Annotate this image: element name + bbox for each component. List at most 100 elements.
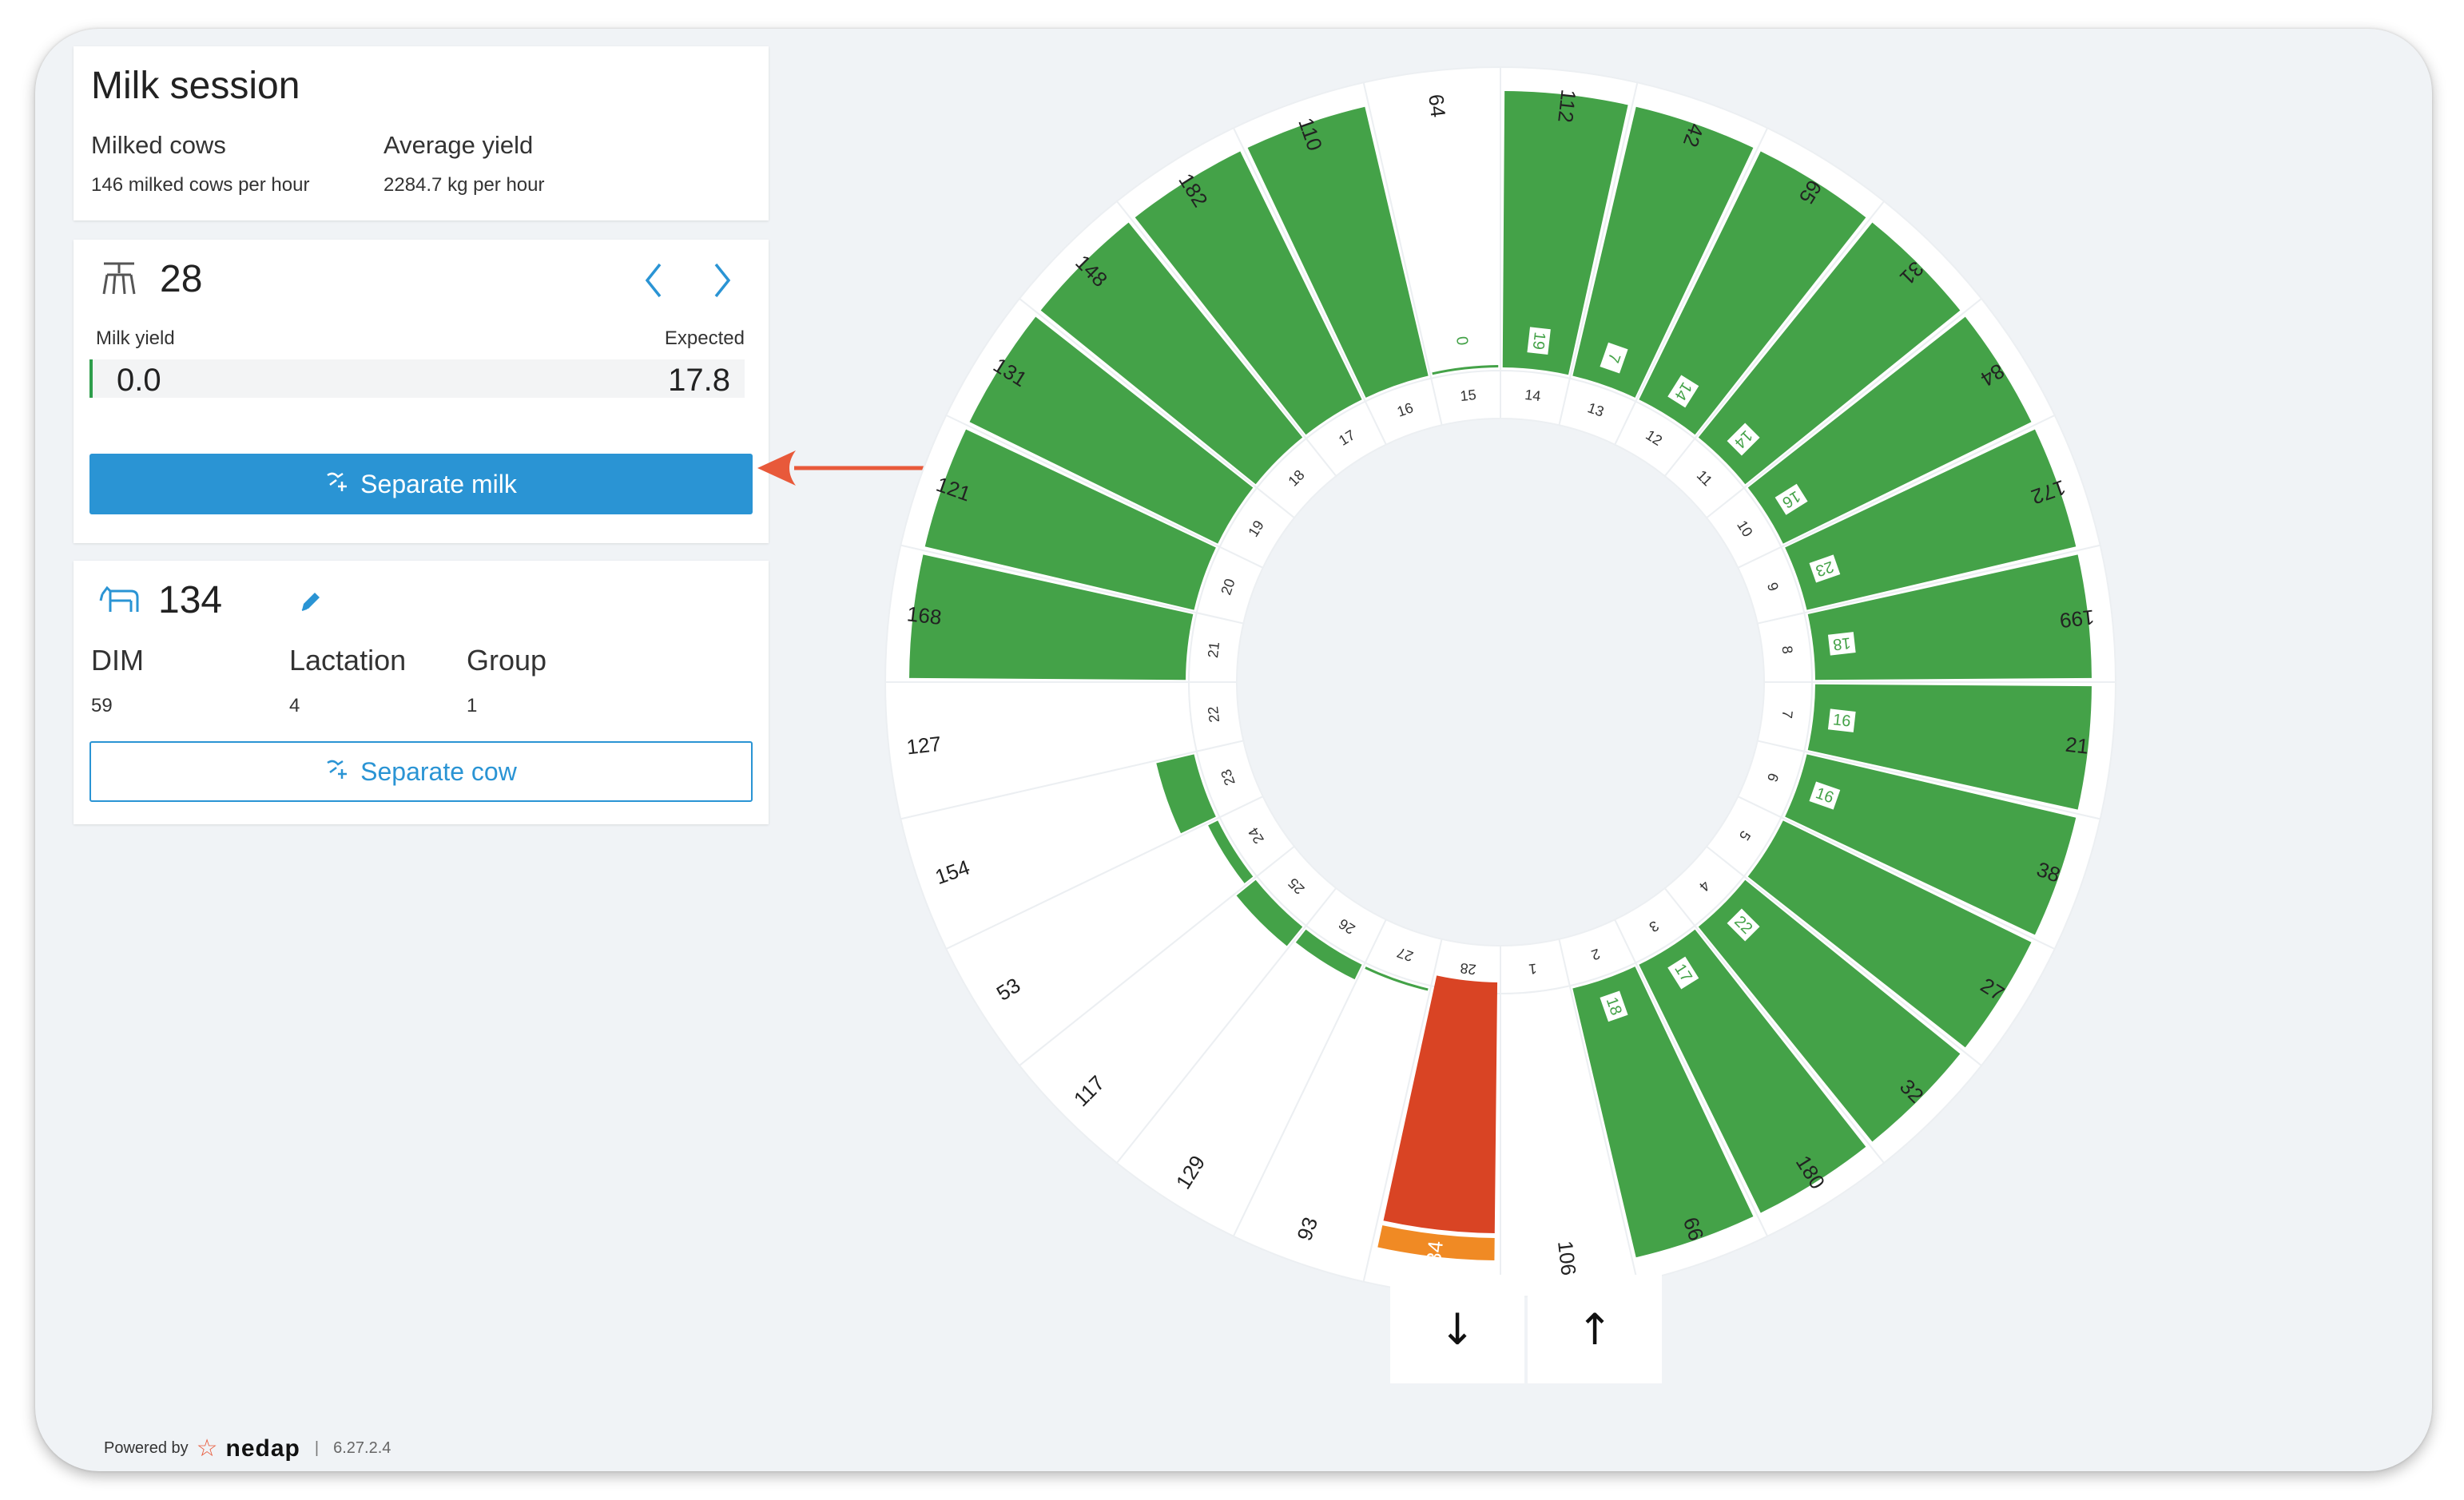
stall-number-cell-3 bbox=[1613, 887, 1696, 964]
rotary-parlour-ring: 1106266183180174322252763816721168199189… bbox=[884, 65, 2117, 1299]
yield-fill-17 bbox=[1135, 151, 1362, 435]
yield-fill-12 bbox=[1639, 151, 1866, 435]
cow-number: 21 bbox=[2065, 732, 2090, 759]
separate-cow-button[interactable]: Separate cow bbox=[89, 741, 753, 802]
yield-badge: 23 bbox=[1809, 554, 1841, 583]
stall-number-cell-24 bbox=[1218, 795, 1296, 878]
stall-number-cell-23 bbox=[1195, 740, 1265, 819]
rotary-hub bbox=[1237, 419, 1764, 946]
stall-number-cell-14 bbox=[1500, 369, 1571, 427]
stall-number-cell-11 bbox=[1663, 437, 1746, 519]
lactation-label: Lactation bbox=[289, 644, 407, 677]
yield-fill-26 bbox=[1295, 929, 1362, 980]
page-title: Milk session bbox=[91, 65, 300, 107]
cow-number: 106 bbox=[1553, 1240, 1581, 1276]
yield-fill-2 bbox=[1572, 966, 1754, 1258]
yield-badge-text: 18 bbox=[1832, 633, 1852, 653]
stall-number: 8 bbox=[1778, 645, 1795, 654]
yield-badge-box bbox=[1667, 375, 1699, 408]
yield-badge-box bbox=[1809, 554, 1841, 583]
separate-milk-icon bbox=[325, 469, 349, 499]
yield-fill-18 bbox=[1040, 222, 1303, 485]
edit-pencil-icon[interactable] bbox=[299, 589, 323, 617]
yield-fill-25 bbox=[1236, 879, 1303, 946]
yield-badge: 7 bbox=[1600, 342, 1628, 374]
rotate-down-button[interactable]: ↓ bbox=[1390, 1275, 1524, 1383]
stall-number-cell-6 bbox=[1736, 740, 1806, 819]
stall-number-cell-26 bbox=[1305, 887, 1388, 964]
footer-separator: | bbox=[314, 1439, 320, 1457]
separate-cow-icon bbox=[325, 756, 349, 787]
stall-number: 15 bbox=[1459, 387, 1476, 404]
yield-badge: 0 bbox=[1453, 335, 1471, 347]
cow-number: 199 bbox=[2058, 605, 2095, 633]
stall-number-cell-4 bbox=[1663, 845, 1746, 927]
milking-cluster-icon bbox=[99, 260, 139, 301]
separate-cow-label: Separate cow bbox=[360, 756, 517, 786]
yield-fill-3 bbox=[1639, 929, 1866, 1213]
previous-stall-button[interactable] bbox=[636, 259, 671, 302]
cow-number: 127 bbox=[905, 732, 942, 760]
stall-number-cell-16 bbox=[1364, 377, 1443, 446]
stall-number: 21 bbox=[1205, 641, 1222, 658]
milk-yield-label: Milk yield bbox=[96, 327, 175, 349]
stall-number-cell-25 bbox=[1255, 845, 1337, 927]
stall-number-cell-8 bbox=[1756, 612, 1814, 683]
cow-number: 112 bbox=[1553, 89, 1580, 125]
expected-label: Expected bbox=[664, 327, 745, 349]
milked-cows-value: 146 milked cows per hour bbox=[91, 174, 310, 196]
yield-badge-box bbox=[1827, 632, 1856, 656]
yield-badge-box bbox=[1727, 908, 1760, 942]
stall-number: 14 bbox=[1524, 387, 1541, 404]
stall-number-cell-19 bbox=[1218, 486, 1296, 569]
yield-fill-5 bbox=[1747, 820, 2032, 1048]
separate-milk-label: Separate milk bbox=[360, 469, 517, 498]
dim-label: DIM bbox=[91, 644, 144, 677]
yield-fill-13 bbox=[1572, 106, 1754, 398]
rotate-up-button[interactable]: ↑ bbox=[1528, 1275, 1662, 1383]
nedap-star-icon: ☆ bbox=[196, 1435, 218, 1462]
version-label: 6.27.2.4 bbox=[333, 1439, 391, 1457]
cow-icon bbox=[99, 583, 141, 619]
yield-fill-9 bbox=[1785, 429, 2077, 610]
stall-number-cell-27 bbox=[1364, 918, 1443, 987]
yield-badge-box bbox=[1527, 327, 1551, 355]
milk-yield-bar: 0.0 17.8 bbox=[89, 359, 745, 398]
average-yield-label: Average yield bbox=[384, 131, 534, 159]
cow-number: 64 bbox=[1424, 93, 1450, 118]
next-stall-button[interactable] bbox=[705, 259, 740, 302]
yield-badge-box bbox=[1809, 781, 1841, 810]
powered-by-label: Powered by bbox=[104, 1439, 189, 1457]
yield-badge-box bbox=[1600, 342, 1628, 374]
yield-fill-10 bbox=[1747, 316, 2032, 544]
stall-number-cell-10 bbox=[1705, 486, 1782, 569]
active-stall-fill bbox=[1383, 975, 1498, 1233]
nedap-logo: nedap bbox=[225, 1435, 300, 1462]
stall-number: 1 bbox=[1528, 960, 1537, 977]
stall-number: 28 bbox=[1459, 960, 1476, 978]
yield-fill-27 bbox=[1365, 966, 1429, 991]
yield-badge: 16 bbox=[1827, 708, 1856, 732]
separate-milk-button[interactable]: Separate milk bbox=[89, 454, 753, 514]
yield-badge: 19 bbox=[1527, 327, 1551, 355]
stall-number-cell-13 bbox=[1558, 377, 1637, 446]
stall-number-cell-2 bbox=[1558, 918, 1637, 987]
cow-number: 168 bbox=[906, 601, 943, 629]
yield-fill-11 bbox=[1698, 222, 1961, 485]
stall-number-cell-20 bbox=[1195, 546, 1265, 625]
yield-badge-box bbox=[1774, 483, 1808, 515]
up-arrow-icon: ↑ bbox=[1576, 1304, 1613, 1355]
yield-badge-text: 19 bbox=[1529, 331, 1548, 351]
stall-number-cell-15 bbox=[1430, 369, 1501, 427]
yield-badge-box bbox=[1600, 990, 1628, 1022]
cow-card: 134 DIM 59 Lactation 4 Group 1 Separate … bbox=[74, 561, 769, 824]
stall-number-cell-21 bbox=[1187, 612, 1245, 683]
yield-badge-text: 16 bbox=[1832, 711, 1852, 730]
stall-number: 7 bbox=[1778, 709, 1795, 719]
yield-fill-6 bbox=[1785, 754, 2077, 935]
active-stall-orange-bar bbox=[1377, 1225, 1495, 1260]
cow-number: 134 bbox=[158, 579, 223, 621]
yield-badge-text: 0 bbox=[1453, 335, 1471, 347]
yield-fill-20 bbox=[924, 429, 1216, 610]
yield-badge: 14 bbox=[1667, 375, 1699, 408]
